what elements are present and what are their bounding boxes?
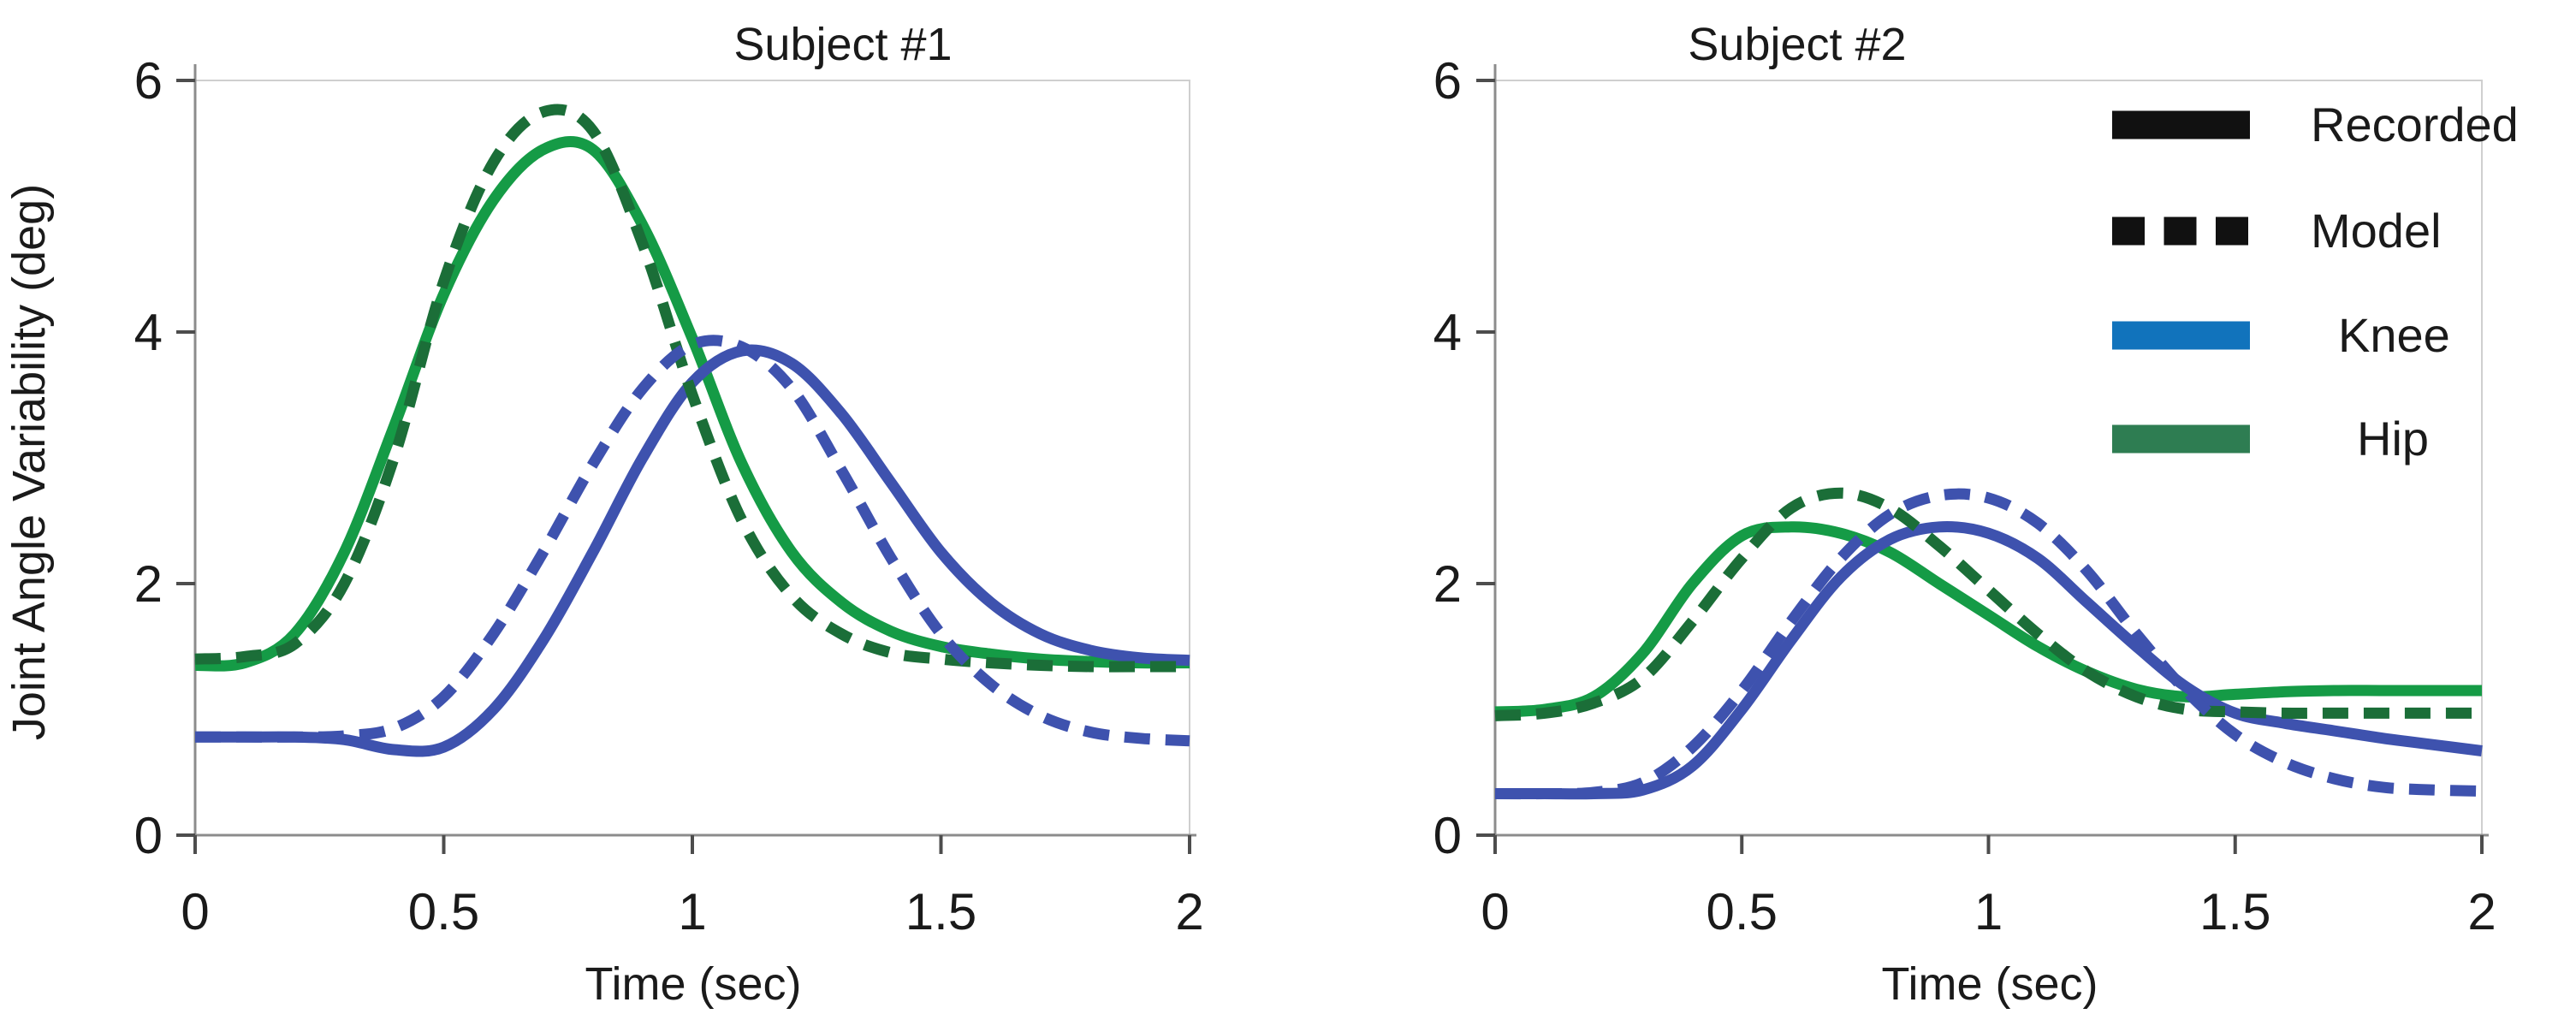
curves-subject1 bbox=[194, 104, 1190, 757]
plot-title-subject1: Subject #1 bbox=[733, 19, 952, 70]
legend-item-recorded: Recorded bbox=[2112, 98, 2519, 151]
legend-item-knee: Knee bbox=[2112, 308, 2450, 362]
y-tick-label: 2 bbox=[134, 555, 163, 613]
x-tick-label: 1 bbox=[1974, 883, 2003, 940]
x-tick-label: 2 bbox=[1175, 883, 1203, 940]
y-tick-label: 4 bbox=[134, 304, 163, 361]
legend-label: Model bbox=[2311, 204, 2442, 258]
y-axis-label: Joint Angle Variability (deg) bbox=[3, 184, 55, 740]
legend-label: Knee bbox=[2338, 308, 2450, 362]
x-tick-label: 1.5 bbox=[2199, 883, 2270, 940]
x-tick-label: 2 bbox=[2467, 883, 2496, 940]
subject2-panel: 0 0.5 1 1.5 2 0 2 4 6 Subject #2 Time (sec) bbox=[1433, 19, 2496, 1010]
y-tick-label: 0 bbox=[1433, 807, 1462, 864]
curves-subject2 bbox=[1494, 487, 2483, 800]
x-tick-label: 0.5 bbox=[1706, 883, 1778, 940]
x-tick-label: 0 bbox=[181, 883, 209, 940]
y-tick-label: 2 bbox=[1433, 555, 1462, 613]
y-tick-label: 0 bbox=[134, 807, 163, 864]
legend-solid-line-swatch bbox=[2112, 424, 2250, 454]
curve-hip-recorded bbox=[194, 136, 1190, 672]
curve-hip-model bbox=[194, 104, 1190, 673]
legend-solid-line-swatch bbox=[2112, 321, 2250, 350]
y-tick-label: 4 bbox=[1433, 304, 1462, 361]
legend-item-model: Model bbox=[2112, 204, 2442, 258]
x-axis-label-subject1: Time (sec) bbox=[585, 958, 802, 1010]
curve-knee-model bbox=[1494, 488, 2483, 800]
y-tick-label: 6 bbox=[134, 52, 163, 110]
curve-hip-model bbox=[1494, 487, 2482, 721]
curve-hip-recorded bbox=[1494, 521, 2482, 718]
subject1-panel: 0 0.5 1 1.5 2 0 2 4 6 Subject #1 Time (sec) Join… bbox=[3, 19, 1204, 1010]
legend-item-hip: Hip bbox=[2112, 412, 2429, 466]
y-tick-label: 6 bbox=[1433, 52, 1462, 110]
curve-knee-recorded bbox=[1494, 521, 2483, 800]
axis-ticks-subject2: 0 0.5 1 1.5 2 0 2 4 6 bbox=[1433, 52, 2496, 940]
legend-label: Hip bbox=[2357, 412, 2429, 466]
legend: Recorded Model Knee Hip bbox=[2112, 98, 2519, 466]
legend-label: Recorded bbox=[2311, 98, 2519, 151]
x-tick-label: 1 bbox=[678, 883, 706, 940]
plot-box-edge bbox=[1495, 80, 2483, 835]
plot-frame-subject2 bbox=[1490, 64, 2489, 837]
x-tick-label: 1.5 bbox=[905, 883, 976, 940]
plot-title-subject2: Subject #2 bbox=[1688, 19, 1906, 70]
x-axis-label-subject2: Time (sec) bbox=[1882, 958, 2098, 1010]
x-tick-label: 0.5 bbox=[408, 883, 479, 940]
legend-solid-line-swatch bbox=[2112, 110, 2250, 139]
plot-box-edge bbox=[195, 80, 1190, 835]
x-tick-label: 0 bbox=[1481, 883, 1509, 940]
axis-ticks-subject1: 0 0.5 1 1.5 2 0 2 4 6 bbox=[134, 52, 1204, 940]
